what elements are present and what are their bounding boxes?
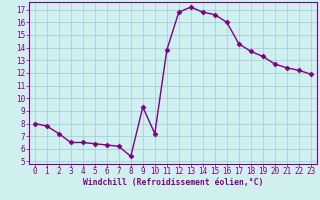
X-axis label: Windchill (Refroidissement éolien,°C): Windchill (Refroidissement éolien,°C) (83, 178, 263, 187)
